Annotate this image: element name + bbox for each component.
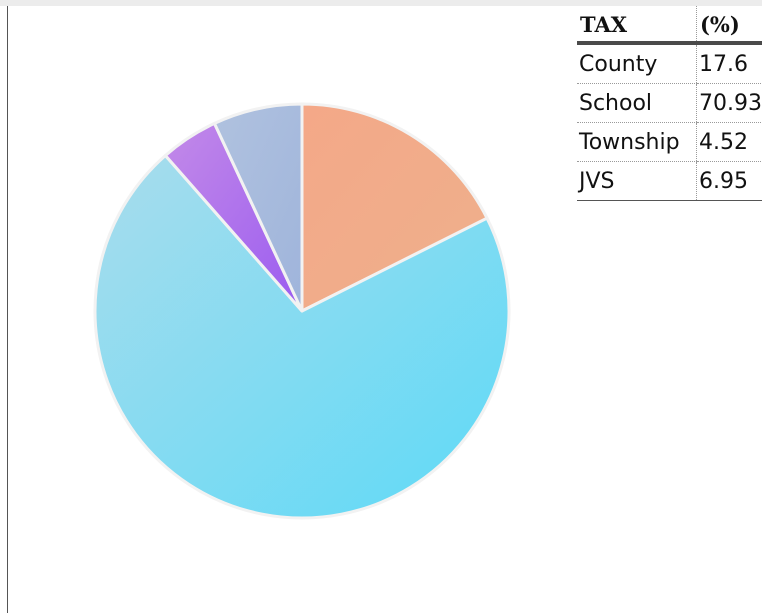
legend-header-tax: TAX	[577, 6, 697, 45]
left-rule	[7, 6, 8, 613]
pie-slice-county	[300, 102, 489, 313]
legend-row-jvs: JVS 6.95	[577, 161, 762, 201]
legend-header-percent: (%)	[696, 6, 762, 45]
legend-value-township: 4.52	[696, 122, 762, 162]
legend-value-county: 17.6	[696, 43, 762, 84]
legend-header-row: TAX (%)	[577, 6, 762, 45]
legend-value-school: 70.93	[696, 83, 762, 123]
legend-name-jvs: JVS	[577, 161, 697, 201]
legend-name-county: County	[577, 43, 697, 84]
legend-row-school: School 70.93	[577, 83, 762, 123]
legend-table: TAX (%) County 17.6 School 70.93 Townshi…	[577, 6, 762, 201]
top-rule	[0, 0, 762, 6]
pie-slice-school	[93, 153, 511, 520]
legend-row-county: County 17.6	[577, 43, 762, 84]
legend-row-township: Township 4.52	[577, 122, 762, 162]
legend-name-township: Township	[577, 122, 697, 162]
legend-value-jvs: 6.95	[696, 161, 762, 201]
pie-slice-jvs	[212, 102, 304, 313]
legend-name-school: School	[577, 83, 697, 123]
